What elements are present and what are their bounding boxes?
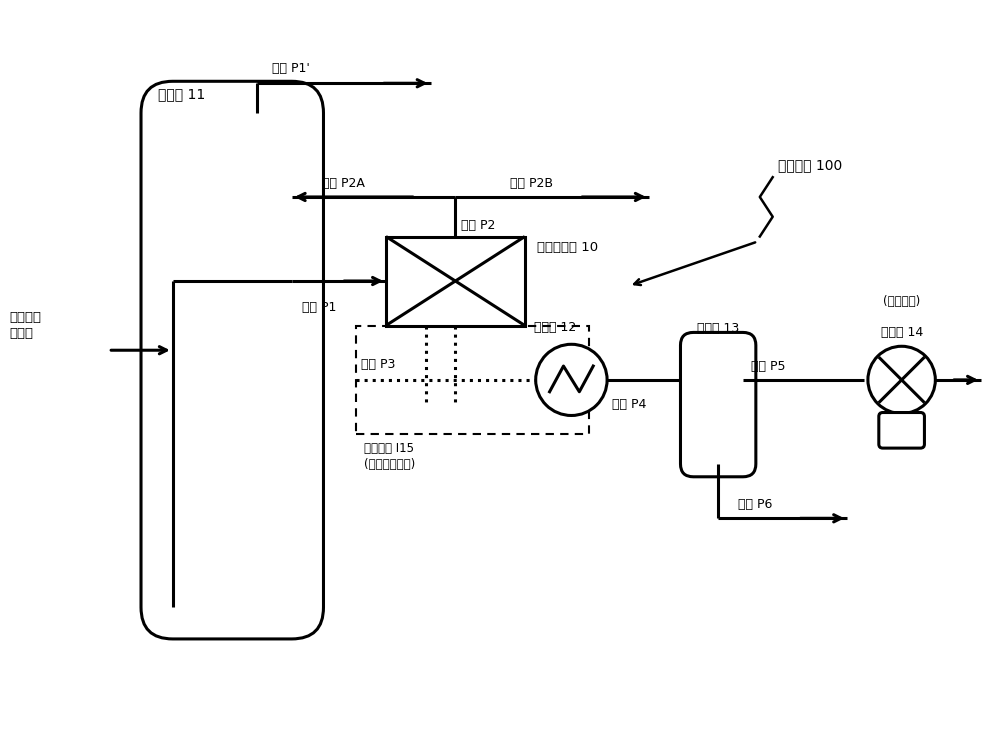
Bar	[386, 237, 525, 326]
Text: 配管 P5: 配管 P5	[751, 360, 785, 373]
FancyBboxPatch shape	[680, 332, 756, 477]
Text: 原料有机
化合物: 原料有机 化合物	[9, 311, 41, 340]
Text: 冷凝器 12: 冷凝器 12	[534, 321, 576, 334]
Text: 配管 P1: 配管 P1	[302, 300, 336, 314]
Text: 配管 P2A: 配管 P2A	[322, 177, 364, 190]
FancyBboxPatch shape	[141, 81, 323, 639]
Text: 贮水槽 13: 贮水槽 13	[697, 323, 739, 335]
Text: 分离膜组件 10: 分离膜组件 10	[537, 241, 598, 255]
Text: 配管 P2B: 配管 P2B	[510, 177, 553, 190]
Circle shape	[536, 344, 607, 415]
Text: 配管 P4: 配管 P4	[612, 397, 646, 411]
FancyBboxPatch shape	[879, 412, 924, 448]
Text: (减压单元): (减压单元)	[883, 295, 920, 308]
Text: 配管 P6: 配管 P6	[738, 498, 772, 511]
Text: 配管 P3: 配管 P3	[361, 358, 396, 371]
Text: 配管 P1': 配管 P1'	[272, 62, 310, 75]
Text: 真空泵 14: 真空泵 14	[881, 326, 923, 340]
Circle shape	[868, 346, 935, 414]
Text: 脱水系统 100: 脱水系统 100	[778, 158, 842, 172]
Text: 配管 P2: 配管 P2	[461, 218, 496, 232]
Bar	[356, 326, 589, 434]
Text: 绝热部件 I15
(温度保持部件): 绝热部件 I15 (温度保持部件)	[364, 443, 415, 471]
Text: 蒸馏塔 11: 蒸馏塔 11	[158, 87, 205, 101]
